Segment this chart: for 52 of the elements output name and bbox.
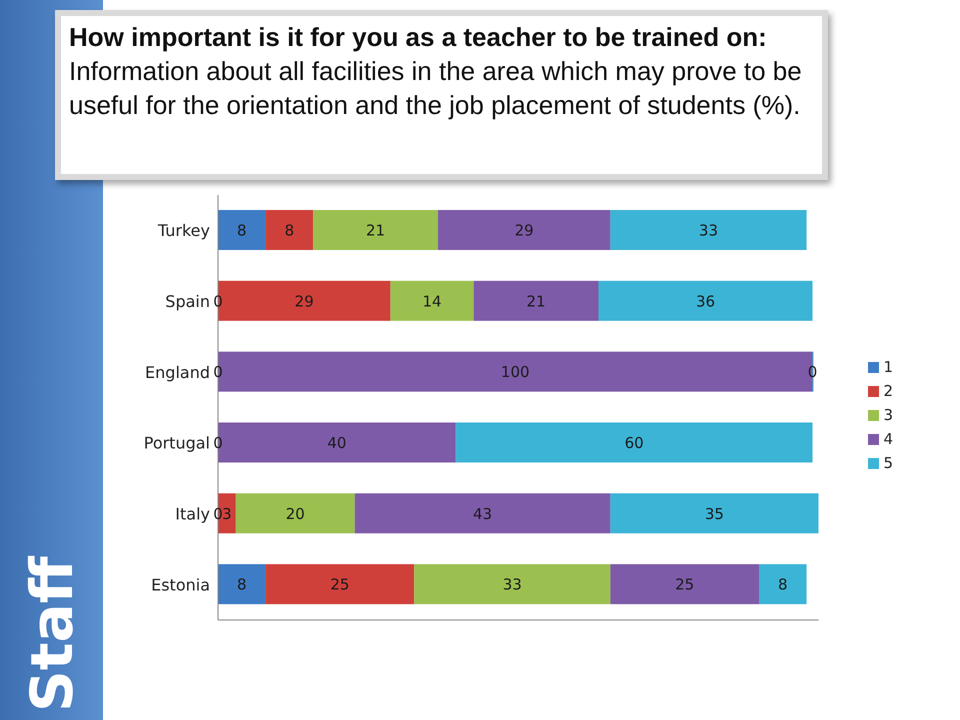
- bar: [438, 210, 610, 250]
- data-label: 8: [778, 576, 788, 594]
- y-tick-label: Portugal: [144, 434, 210, 453]
- bar: [474, 280, 598, 321]
- data-label: 25: [675, 576, 694, 594]
- data-label: 36: [696, 292, 716, 310]
- bar: [414, 564, 610, 604]
- bar: [610, 564, 759, 604]
- data-label: 40: [327, 434, 346, 452]
- bar: [598, 280, 813, 321]
- bar: [236, 493, 355, 534]
- data-label: 43: [473, 504, 492, 523]
- data-label: 100: [500, 363, 530, 382]
- bar: [390, 280, 474, 321]
- bar: [354, 493, 610, 534]
- y-tick-label: Estonia: [151, 575, 210, 594]
- text: Staff: [18, 556, 86, 712]
- data-label: 35: [704, 504, 724, 523]
- data-label: 25: [330, 576, 350, 594]
- data-label: 29: [294, 292, 314, 310]
- y-tick-label: Italy: [175, 504, 210, 524]
- y-tick-label: Turkey: [156, 221, 210, 240]
- legend-label: 5: [883, 454, 893, 472]
- data-label: 8: [237, 576, 247, 594]
- data-label: 33: [502, 576, 522, 594]
- y-tick-label: Spain: [165, 292, 210, 311]
- bar: [266, 210, 314, 250]
- legend-label: 4: [883, 430, 893, 448]
- data-label: 8: [284, 221, 294, 240]
- data-label: 29: [514, 221, 534, 240]
- legend-label: 1: [883, 358, 893, 376]
- bar: [456, 422, 813, 462]
- data-label: 20: [286, 504, 305, 523]
- bar: [266, 564, 414, 604]
- chart-title: How important is it for you as a teacher to be trained on:: [69, 22, 767, 52]
- data-label: 21: [526, 292, 546, 310]
- data-label: 14: [422, 292, 442, 310]
- bar: [610, 210, 807, 250]
- chart-subtitle: Information about all facilities in the area which may prove to be useful for the orientation and the job placement of students (%).: [69, 56, 802, 120]
- bar: [610, 493, 818, 534]
- y-tick-label: England: [145, 362, 210, 382]
- data-label: 60: [624, 434, 644, 452]
- data-label: 3: [222, 504, 232, 523]
- data-label: 21: [366, 221, 386, 240]
- data-label: 8: [237, 221, 247, 240]
- bar: [218, 564, 266, 604]
- data-label: 33: [698, 221, 718, 240]
- bar: [759, 564, 807, 604]
- legend-label: 2: [883, 382, 893, 400]
- bar: [218, 210, 266, 250]
- bar: [313, 210, 438, 250]
- legend-label: 3: [883, 406, 893, 424]
